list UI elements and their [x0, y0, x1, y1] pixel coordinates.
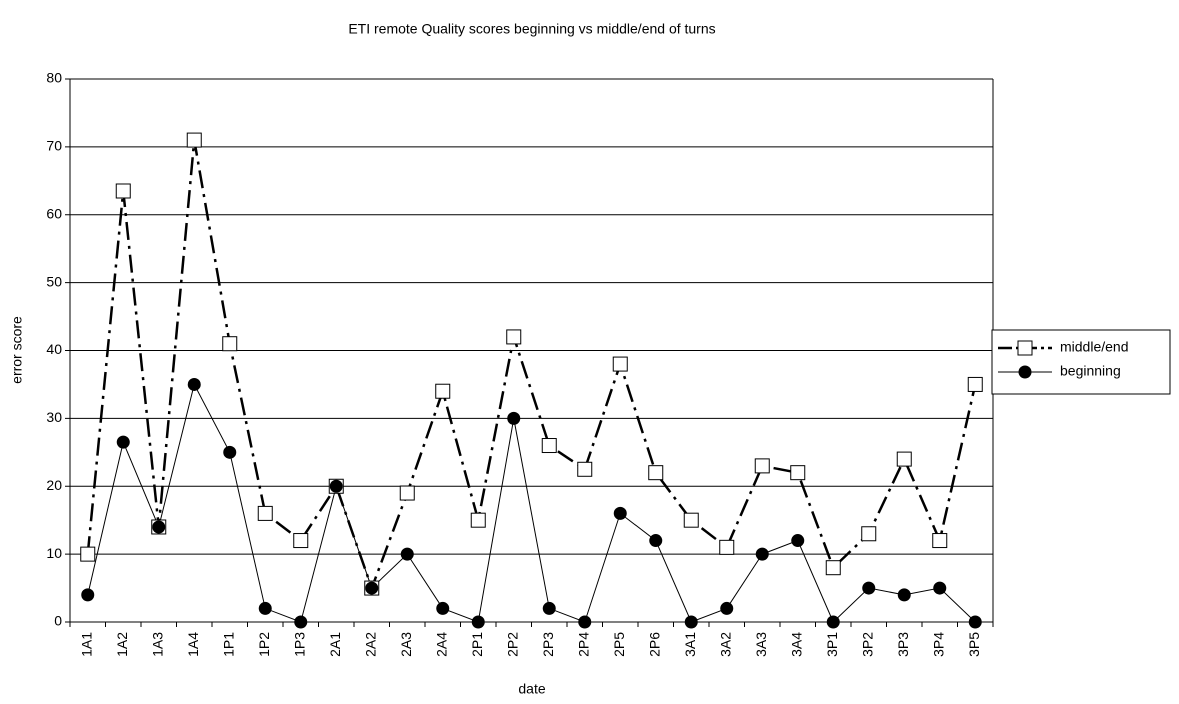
point [365, 581, 379, 595]
y-tick-label: 30 [46, 409, 62, 425]
point [294, 615, 308, 629]
point [968, 615, 982, 629]
point [649, 534, 663, 548]
point [257, 505, 273, 521]
x-tick-label: 1P2 [256, 632, 272, 657]
x-tick-label: 3A1 [682, 632, 698, 657]
point [223, 445, 237, 459]
x-tick-label: 2P2 [504, 632, 520, 657]
x-tick-label: 1P1 [220, 632, 236, 657]
x-axis-label: date [518, 681, 545, 697]
y-tick-label: 40 [46, 341, 62, 357]
point [187, 377, 201, 391]
point [684, 615, 698, 629]
point [861, 526, 877, 542]
x-tick-label: 3P4 [930, 632, 946, 657]
point [258, 601, 272, 615]
x-tick-label: 2P4 [575, 632, 591, 657]
point [542, 601, 556, 615]
series-line [86, 139, 977, 592]
point [115, 183, 131, 199]
point [186, 132, 202, 148]
legend-marker [1018, 365, 1032, 379]
point [578, 615, 592, 629]
point [470, 512, 486, 528]
point [152, 520, 166, 534]
point [116, 435, 130, 449]
x-tick-label: 3A3 [753, 632, 769, 657]
point [400, 547, 414, 561]
point [896, 451, 912, 467]
x-tick-label: 2A3 [398, 632, 414, 657]
legend-marker [1017, 340, 1033, 356]
point [932, 533, 948, 549]
point [506, 329, 522, 345]
x-tick-label: 2A2 [362, 632, 378, 657]
x-tick-label: 2P3 [540, 632, 556, 657]
x-tick-label: 1P3 [291, 632, 307, 657]
x-tick-label: 1A1 [78, 632, 94, 657]
y-tick-label: 10 [46, 545, 62, 561]
point [648, 465, 664, 481]
point [825, 560, 841, 576]
y-tick-label: 70 [46, 138, 62, 154]
point [967, 376, 983, 392]
point [435, 383, 451, 399]
point [577, 461, 593, 477]
point [826, 615, 840, 629]
y-tick-label: 50 [46, 273, 62, 289]
y-tick-label: 60 [46, 205, 62, 221]
point [80, 546, 96, 562]
point [399, 485, 415, 501]
x-tick-label: 2P1 [469, 632, 485, 657]
legend-label: beginning [1060, 363, 1121, 379]
point [507, 411, 521, 425]
x-tick-label: 2P5 [611, 632, 627, 657]
x-tick-label: 3P3 [895, 632, 911, 657]
point [436, 601, 450, 615]
x-tick-label: 2A1 [327, 632, 343, 657]
x-tick-label: 3P5 [966, 632, 982, 657]
y-tick-label: 20 [46, 477, 62, 493]
x-tick-label: 3P2 [859, 632, 875, 657]
point [471, 615, 485, 629]
x-tick-label: 3A2 [717, 632, 733, 657]
series-line [87, 383, 976, 623]
point [222, 336, 238, 352]
x-tick-label: 1A3 [149, 632, 165, 657]
x-tick-label: 1A2 [114, 632, 130, 657]
point [791, 534, 805, 548]
point [541, 438, 557, 454]
x-tick-label: 1A4 [185, 632, 201, 657]
point [755, 547, 769, 561]
point [612, 356, 628, 372]
point [862, 581, 876, 595]
point [720, 601, 734, 615]
y-axis-label: error score [9, 316, 25, 384]
point [81, 588, 95, 602]
x-tick-label: 2A4 [433, 632, 449, 657]
x-tick-label: 2P6 [646, 632, 662, 657]
y-tick-label: 0 [54, 613, 62, 629]
x-tick-label: 3A4 [788, 632, 804, 657]
point [790, 465, 806, 481]
point [613, 506, 627, 520]
point [719, 539, 735, 555]
point [329, 479, 343, 493]
point [897, 588, 911, 602]
point [683, 512, 699, 528]
y-tick-label: 80 [46, 70, 62, 86]
point [933, 581, 947, 595]
x-tick-label: 3P1 [824, 632, 840, 657]
point [293, 533, 309, 549]
chart-title: ETI remote Quality scores beginning vs m… [348, 21, 715, 37]
point [754, 458, 770, 474]
legend-label: middle/end [1060, 339, 1129, 355]
